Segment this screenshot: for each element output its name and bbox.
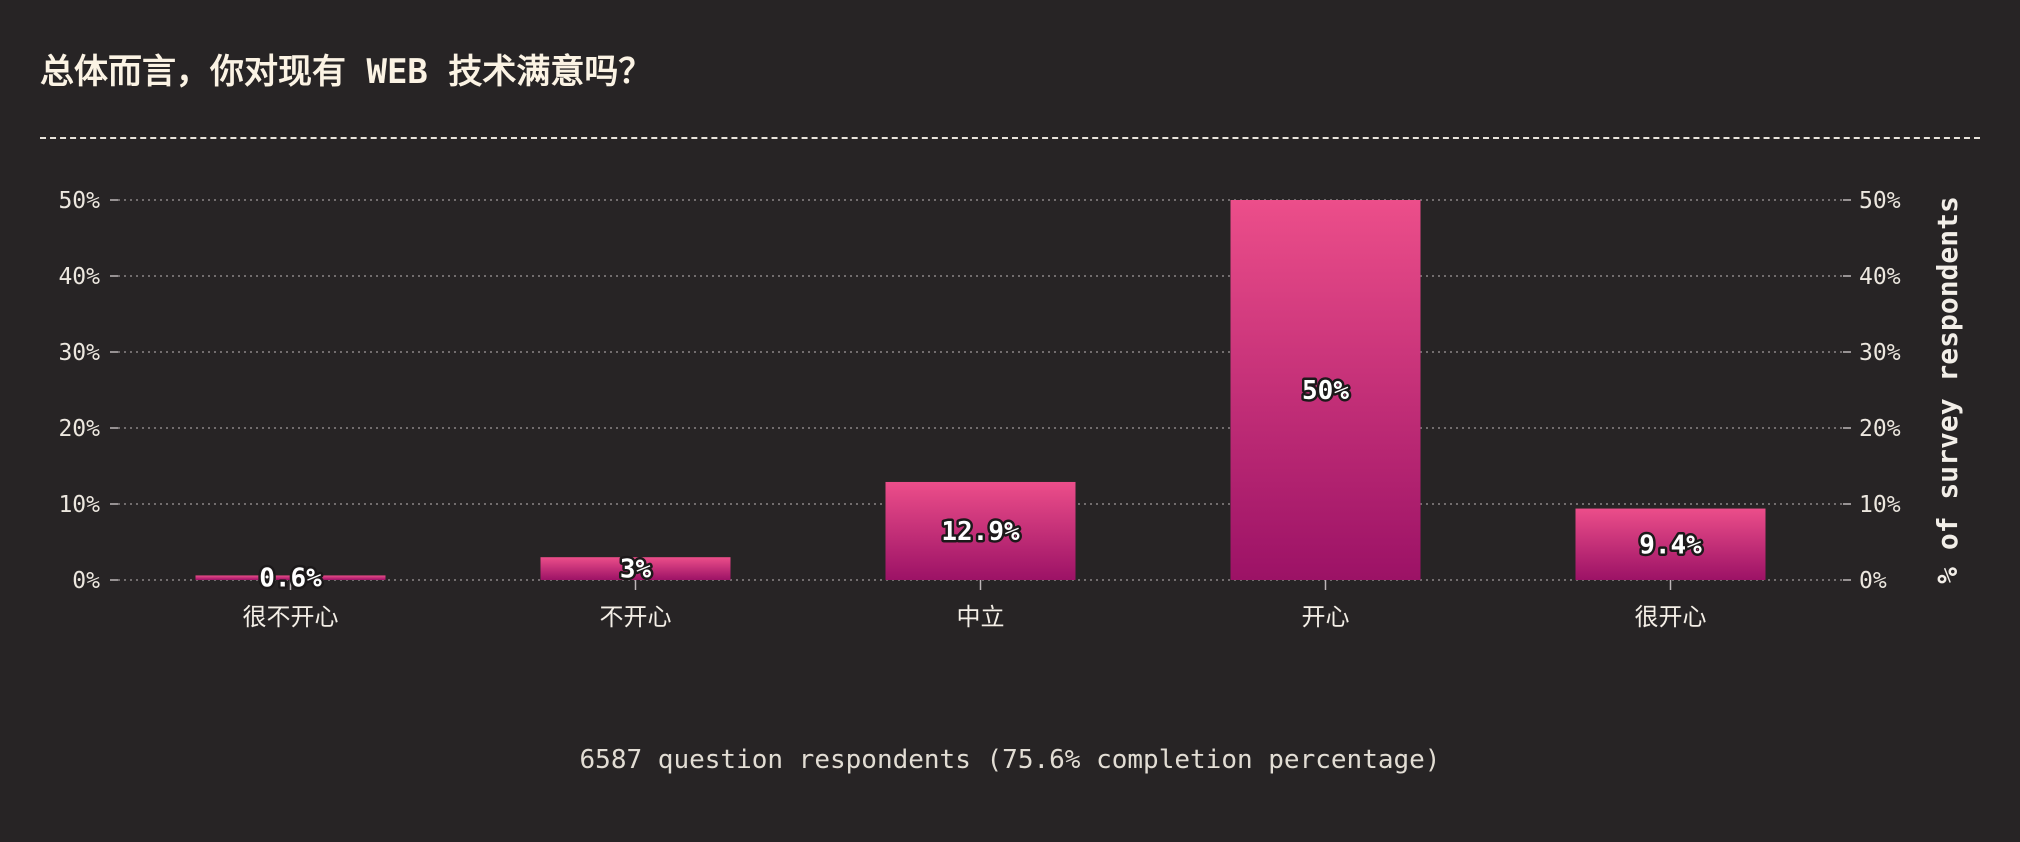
bar-value-label: 3%: [620, 555, 652, 585]
y-tick-label-right: 10%: [1859, 492, 1901, 518]
y-tick-label-left: 40%: [58, 264, 100, 290]
y-tick-label-right: 30%: [1859, 340, 1901, 366]
x-category-label: 开心: [1302, 603, 1350, 631]
y-tick-label-right: 40%: [1859, 264, 1901, 290]
y-tick-label-left: 10%: [58, 492, 100, 518]
bar-value-label: 9.4%: [1639, 530, 1702, 560]
bar-4: [1230, 200, 1421, 580]
x-axis-ticks: [289, 580, 1672, 590]
y-tick-label-left: 0%: [72, 568, 100, 594]
y-axis-title: % of survey respondents: [1931, 196, 1964, 584]
respondents-footnote: 6587 question respondents (75.6% complet…: [579, 745, 1441, 775]
bar-value-labels: 0.6% 3% 12.9% 50% 9.4%: [257, 374, 1705, 597]
y-tick-label-left: 50%: [58, 188, 100, 214]
bar-5: [1575, 508, 1766, 580]
bar-1: [195, 575, 386, 580]
y-tick-label-left: 30%: [58, 340, 100, 366]
y-tick-label-right: 0%: [1859, 568, 1887, 594]
chart-title: 总体而言，你对现有 WEB 技术满意吗？: [40, 52, 653, 92]
bar-3: [885, 481, 1076, 580]
y-tick-label-left: 20%: [58, 416, 100, 442]
y-tick-label-right: 20%: [1859, 416, 1901, 442]
bar-value-label: 12.9%: [941, 517, 1020, 547]
x-category-label: 很不开心: [243, 603, 339, 631]
x-axis-labels: 很不开心 不开心 中立 开心 很开心: [243, 603, 1707, 631]
title-divider: [40, 137, 1980, 139]
y-axis-right: 0% 10% 20% 30% 40% 50%: [1843, 188, 1901, 594]
x-category-label: 中立: [957, 603, 1005, 631]
y-tick-label-right: 50%: [1859, 188, 1901, 214]
bar-value-label: 50%: [1302, 376, 1349, 406]
x-category-label: 很开心: [1635, 603, 1707, 631]
bars: [195, 200, 1766, 580]
bar-value-label: 0.6%: [259, 564, 322, 594]
x-category-label: 不开心: [600, 603, 672, 631]
y-axis-left: 0% 10% 20% 30% 40% 50%: [58, 188, 118, 594]
bar-2: [540, 557, 731, 580]
